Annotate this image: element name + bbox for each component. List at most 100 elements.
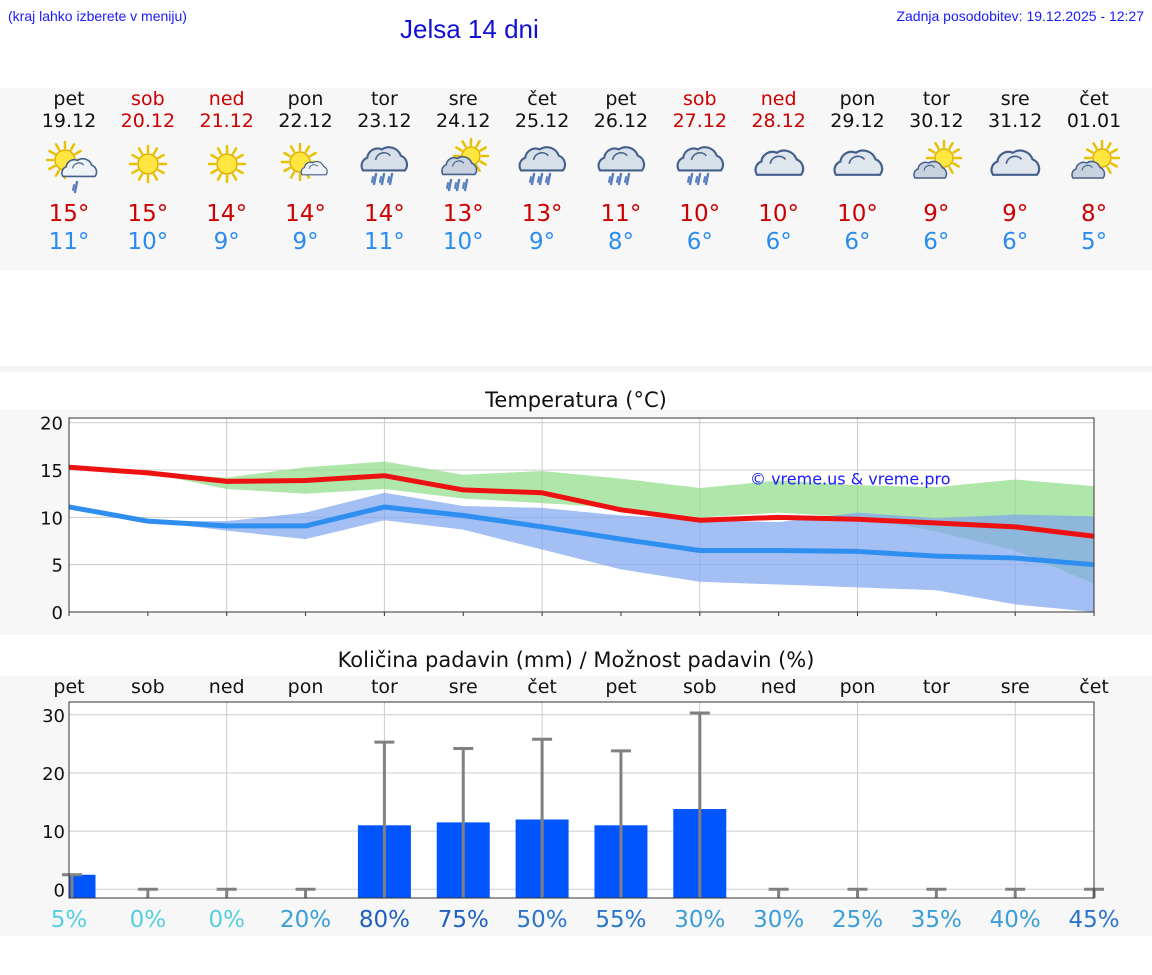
rain-shape — [607, 172, 631, 186]
y-tick-label: 0 — [52, 603, 63, 624]
sun-ray — [235, 153, 244, 160]
day-date: 25.12 — [514, 110, 570, 132]
sun-cloud-icon — [913, 139, 963, 179]
cloud-rain-icon — [518, 146, 567, 186]
day-date: 26.12 — [593, 110, 649, 132]
rain-drop — [529, 176, 533, 183]
cloud-rain-icon — [597, 146, 645, 186]
forecast-day: tor 30.12 9° 6° — [896, 88, 976, 256]
temp-min: 9° — [213, 229, 240, 255]
sun-ray — [216, 147, 222, 155]
rain-shape — [446, 178, 469, 192]
forecast-day: tor 23.12 14° 11° — [344, 88, 424, 256]
precip-day-label: čet — [527, 676, 557, 698]
precip-day-label: tor — [923, 676, 950, 698]
sun-ray — [475, 164, 481, 172]
sun-ray — [304, 145, 310, 153]
precip-day-label: pon — [288, 676, 324, 698]
cloud-line — [611, 151, 628, 161]
sun-ray — [54, 169, 61, 177]
sun-ray — [152, 173, 159, 181]
precip-probability: 30% — [753, 907, 804, 933]
cloud-shape — [360, 146, 409, 172]
day-name: sob — [683, 88, 717, 110]
sun-ray — [156, 168, 165, 175]
temp-min: 6° — [923, 229, 950, 255]
forecast-day: pet 26.12 11° 8° — [581, 88, 661, 256]
sun-disc — [137, 153, 159, 175]
sun-ray — [928, 148, 937, 154]
forecast-day: sre 31.12 9° 6° — [975, 88, 1055, 256]
cloud-shape — [61, 158, 98, 178]
rain-drop — [454, 182, 458, 189]
temp-min: 10° — [127, 229, 169, 255]
forecast-day: čet 25.12 13° 9° — [502, 88, 582, 256]
rain-drop — [696, 172, 702, 186]
temp-max: 10° — [679, 201, 721, 227]
day-date: 01.01 — [1066, 110, 1122, 132]
cloud-outline — [441, 156, 478, 176]
cloud-rain-icon — [518, 146, 567, 186]
sun-cloud-rain-icon — [441, 138, 490, 192]
sun-ray — [1106, 142, 1112, 150]
precip-day-label: sre — [1001, 676, 1030, 698]
sun-ray — [156, 153, 165, 160]
day-date: 30.12 — [909, 110, 964, 132]
temp-max: 9° — [923, 201, 950, 227]
precip-day-label: ned — [209, 676, 245, 698]
cloud-line — [769, 155, 786, 165]
precip-day-label: sob — [131, 676, 165, 698]
sun-ray — [1106, 166, 1112, 174]
cloud-shape — [518, 146, 567, 172]
cloud-rain-icon — [597, 146, 645, 186]
temp-max: 9° — [1002, 201, 1029, 227]
sun-small-cloud-icon — [280, 142, 328, 182]
temp-max: 11° — [600, 201, 642, 227]
y-tick-label: 15 — [40, 461, 63, 482]
rain-drop — [537, 176, 541, 183]
cloud-outline — [597, 146, 645, 172]
plot-frame — [68, 701, 1095, 899]
temp-min: 6° — [765, 229, 792, 255]
rain-drop — [73, 180, 79, 194]
rain-drop — [702, 176, 706, 183]
temp-max: 8° — [1080, 201, 1108, 227]
precip-probability: 45% — [1068, 907, 1119, 933]
day-date: 27.12 — [672, 110, 727, 132]
day-date: 29.12 — [830, 110, 885, 132]
sun-cloud-rain-icon — [441, 138, 490, 192]
rain-drop — [615, 176, 619, 183]
sun-cloud-icon — [1071, 139, 1121, 179]
sun-ray — [282, 166, 291, 173]
temp-max: 13° — [521, 201, 563, 227]
day-name: sre — [1000, 88, 1030, 110]
day-name: pet — [53, 88, 85, 110]
precip-probability: 80% — [359, 907, 410, 933]
cloud-icon — [832, 149, 883, 176]
temp-min: 11° — [48, 229, 90, 255]
day-date: 20.12 — [120, 110, 176, 132]
cloud-icon — [754, 149, 804, 176]
sun-ray — [479, 160, 488, 166]
temp-min: 6° — [844, 229, 871, 255]
sun-ray — [235, 168, 244, 175]
precip-probability: 0% — [208, 907, 245, 933]
sun-ray — [1110, 162, 1119, 168]
forecast-day: čet 01.01 8° 5° — [1054, 88, 1134, 256]
rain-drop — [389, 172, 394, 186]
temp-min: 6° — [686, 229, 713, 255]
sun-icon — [128, 144, 168, 184]
sun-ray — [137, 173, 144, 181]
sun-ray — [131, 153, 139, 160]
cloud-outline — [300, 160, 328, 176]
sun-ray — [54, 143, 61, 151]
sun-icon — [207, 144, 246, 184]
rain-drop — [464, 178, 469, 192]
cloud-line — [1081, 164, 1093, 171]
precip-chart-title: Količina padavin (mm) / Možnost padavin … — [337, 648, 815, 672]
cloud-shape — [1071, 160, 1106, 179]
forecast-day: pon 22.12 14° 9° — [266, 88, 346, 256]
page-title: Jelsa 14 dni — [400, 14, 539, 44]
y-tick-label: 30 — [42, 706, 65, 727]
precip-day-label: čet — [1079, 676, 1109, 698]
